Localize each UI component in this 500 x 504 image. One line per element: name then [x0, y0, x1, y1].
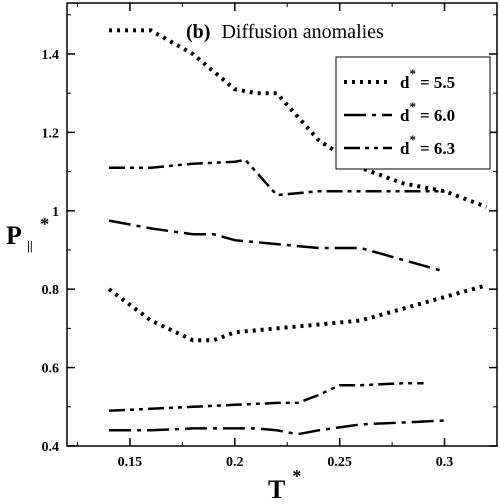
chart-title-tag: (b) [186, 21, 210, 43]
y-axis-label-sub: || [27, 238, 33, 253]
chart-title: (b) Diffusion anomalies [186, 21, 384, 43]
chart-title-main: Diffusion anomalies [221, 21, 384, 43]
series-line-3-part-2 [108, 382, 424, 412]
series-line-2-part-2 [109, 419, 445, 436]
legend-label: d* = 5.5 [400, 66, 455, 92]
plot-frame [66, 2, 498, 447]
x-axis-label-base: T [268, 475, 285, 504]
y-axis-label: P || * [6, 214, 49, 256]
y-tick-label: 1.4 [42, 48, 60, 63]
legend-label: d* = 6.0 [400, 99, 455, 125]
series-line-2-part-1 [108, 219, 445, 273]
y-tick-label: 1 [52, 205, 59, 220]
x-axis-label: T * [268, 466, 301, 504]
series-lines [107, 28, 488, 436]
y-tick-label: 1.2 [42, 126, 60, 141]
series-line-1-part-1 [109, 28, 488, 209]
legend-label: d* = 6.3 [400, 132, 455, 158]
x-tick-label: 0.2 [226, 455, 244, 470]
x-tick-label: 0.15 [118, 455, 143, 470]
axis-ticks: 0.15 0.2 0.25 0.3 0.4 0.6 0.8 1 1.2 1.4 [42, 3, 497, 470]
y-axis-label-sup: * [40, 214, 49, 234]
y-axis-label-base: P [6, 221, 22, 250]
series-line-3-part-1 [109, 158, 445, 197]
x-tick-label: 0.25 [327, 455, 352, 470]
legend: d* = 5.5 d* = 6.0 d* = 6.3 [344, 66, 455, 158]
y-tick-label: 0.4 [42, 440, 60, 455]
legend-box [335, 56, 491, 170]
series-line-1-part-2 [107, 283, 488, 343]
y-tick-label: 0.6 [42, 362, 60, 377]
y-tick-label: 0.8 [42, 283, 60, 298]
x-tick-label: 0.3 [436, 455, 454, 470]
x-axis-label-sup: * [292, 466, 301, 486]
